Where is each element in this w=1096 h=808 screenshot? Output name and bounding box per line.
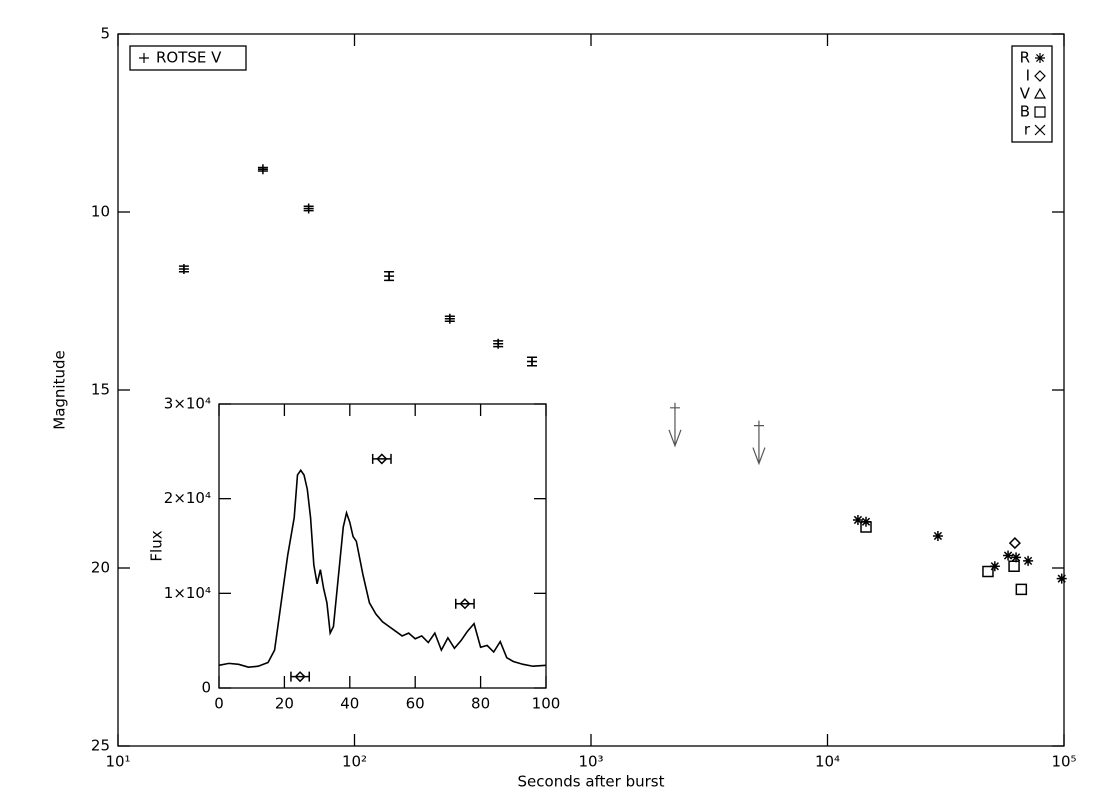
- data-point: [257, 164, 268, 175]
- x-tick-label: 20: [275, 695, 294, 713]
- data-point: [493, 338, 504, 349]
- legend-label: V: [1020, 85, 1031, 103]
- y-tick-label: 10: [91, 203, 110, 221]
- plot-frame: [117, 33, 1065, 747]
- x-tick-label: 80: [471, 695, 490, 713]
- x-tick-label: 10⁴: [815, 753, 840, 771]
- data-point: [376, 453, 388, 465]
- plot-frame: [218, 403, 547, 689]
- data-point: [303, 203, 314, 214]
- data-point: [1008, 537, 1021, 550]
- legend-label: R: [1020, 49, 1030, 67]
- legend-box: [1011, 45, 1053, 143]
- legend-label: I: [1026, 67, 1030, 85]
- data-point: [932, 530, 943, 541]
- data-point: [989, 561, 1000, 572]
- y-tick-label: 2×10⁴: [164, 489, 211, 507]
- data-point: [1011, 552, 1022, 563]
- x-tick-label: 100: [532, 695, 561, 713]
- legend-label: r: [1024, 121, 1031, 139]
- legend-label: ROTSE V: [156, 49, 222, 67]
- y-tick-label: 5: [100, 25, 110, 43]
- y-tick-label: 1×10⁴: [164, 584, 211, 602]
- y-tick-label: 20: [91, 559, 110, 577]
- data-point: [178, 263, 189, 274]
- data-point: [526, 356, 537, 367]
- legend-marker: [139, 53, 149, 63]
- x-axis-label: Seconds after burst: [518, 773, 665, 791]
- legend-marker: [1034, 124, 1046, 136]
- data-point: [444, 313, 455, 324]
- y-tick-label: 0: [201, 679, 211, 697]
- upper-limit: [668, 402, 682, 448]
- x-tick-label: 10¹: [105, 753, 130, 771]
- data-point: [1015, 583, 1028, 596]
- y-tick-label: 25: [91, 737, 110, 755]
- legend-marker: [1034, 70, 1046, 82]
- data-point: [459, 598, 471, 610]
- legend-box: [129, 45, 247, 71]
- y-tick-label: 15: [91, 381, 110, 399]
- y-axis-label: Flux: [148, 530, 166, 561]
- legend-label: B: [1020, 103, 1030, 121]
- error-bar: [290, 671, 311, 682]
- x-tick-label: 10⁵: [1051, 753, 1076, 771]
- data-point: [860, 521, 872, 533]
- data-point: [384, 271, 395, 282]
- y-axis-label: Magnitude: [51, 350, 69, 429]
- x-tick-label: 40: [340, 695, 359, 713]
- x-tick-label: 0: [214, 695, 224, 713]
- data-point: [982, 565, 994, 578]
- legend-marker: [1034, 106, 1046, 118]
- error-bar: [454, 598, 475, 609]
- upper-limit: [752, 420, 766, 466]
- y-tick-label: 3×10⁴: [164, 395, 211, 413]
- data-point: [1056, 573, 1067, 584]
- legend-marker: [1033, 87, 1047, 99]
- data-point: [1023, 555, 1034, 566]
- data-point: [1003, 550, 1014, 561]
- legend-marker: [1035, 53, 1045, 63]
- error-bar: [371, 453, 392, 464]
- data-point: [1008, 560, 1020, 572]
- light-curve: [218, 468, 547, 668]
- data-point: [852, 514, 863, 525]
- x-tick-label: 60: [406, 695, 425, 713]
- x-tick-label: 10³: [578, 753, 603, 771]
- x-tick-label: 10²: [342, 753, 367, 771]
- data-point: [294, 671, 306, 683]
